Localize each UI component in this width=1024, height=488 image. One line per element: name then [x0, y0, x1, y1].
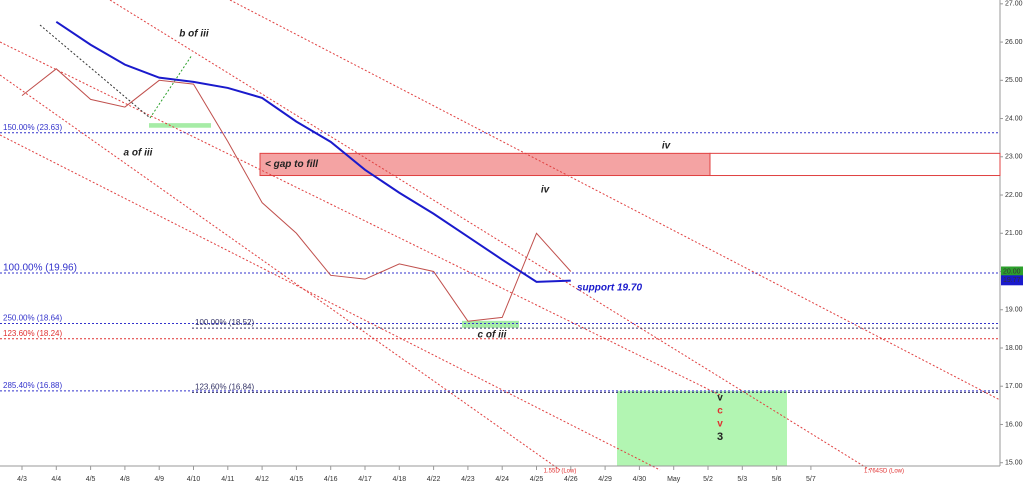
- wave-line: [149, 54, 193, 119]
- annotation: 1.764SD (Low): [864, 469, 904, 475]
- y-tick-label: 21.00: [1005, 230, 1023, 237]
- y-tick-label: 24.00: [1005, 115, 1023, 122]
- x-tick-label: 5/6: [772, 476, 782, 483]
- x-tick-label: 4/17: [358, 476, 372, 483]
- y-tick-label: 16.00: [1005, 421, 1023, 428]
- price-badge-label: 20.00: [1003, 268, 1021, 275]
- y-tick-label: 27.00: [1005, 1, 1023, 8]
- y-tick-label: 26.00: [1005, 39, 1023, 46]
- level-label: 100.00% (18.52): [195, 318, 254, 327]
- x-tick-label: 4/18: [392, 476, 406, 483]
- x-tick-label: 4/23: [461, 476, 475, 483]
- level-label: 250.00% (18.64): [3, 314, 62, 323]
- level-label: 100.00% (19.96): [3, 263, 77, 274]
- moving-average: [55, 20, 571, 283]
- annotation: v: [717, 419, 723, 430]
- level-label: 285.40% (16.88): [3, 381, 62, 390]
- annotation: b of iii: [179, 29, 209, 40]
- y-tick-label: 23.00: [1005, 154, 1023, 161]
- level-label: 123.60% (18.24): [3, 329, 62, 338]
- x-tick-label: 4/25: [530, 476, 544, 483]
- x-tick-label: 4/24: [495, 476, 509, 483]
- zone: [259, 152, 711, 177]
- x-tick-label: 4/5: [86, 476, 96, 483]
- x-tick-label: 4/29: [598, 476, 612, 483]
- annotation: 1.55D (Low): [544, 469, 577, 475]
- annotation: 3: [717, 431, 723, 443]
- annotation: iv: [541, 185, 551, 196]
- wave-line: [39, 24, 151, 119]
- x-tick-label: 4/22: [427, 476, 441, 483]
- level-label: 123.60% (16.84): [195, 382, 254, 391]
- y-tick-label: 17.00: [1005, 383, 1023, 390]
- y-tick-label: 22.00: [1005, 192, 1023, 199]
- price-line: [21, 68, 572, 322]
- x-tick-label: 4/4: [51, 476, 61, 483]
- x-tick-label: 4/8: [120, 476, 130, 483]
- channel-lines: [0, 0, 1001, 471]
- price-badge-label: 19.77: [1003, 277, 1021, 284]
- x-tick-label: 4/26: [564, 476, 578, 483]
- zone-extension: [709, 152, 1001, 177]
- y-tick-label: 19.00: [1005, 307, 1023, 314]
- annotation: c of iii: [478, 330, 507, 341]
- zone: [617, 390, 787, 466]
- x-tick-label: 5/7: [806, 476, 816, 483]
- annotation: support 19.70: [577, 283, 642, 294]
- annotation: iv: [662, 141, 672, 152]
- y-tick-label: 18.00: [1005, 345, 1023, 352]
- x-tick-label: 4/12: [255, 476, 269, 483]
- x-tick-label: 4/11: [221, 476, 234, 483]
- zone-label: < gap to fill: [265, 159, 318, 170]
- price-badge: [1001, 266, 1023, 277]
- annotation: c: [717, 406, 723, 417]
- x-tick-label: May: [667, 476, 681, 483]
- y-tick-label: 25.00: [1005, 77, 1023, 84]
- annotation: a of iii: [124, 148, 153, 159]
- y-tick-label: 15.00: [1005, 460, 1023, 467]
- zone: [462, 320, 519, 328]
- x-tick-label: 4/15: [290, 476, 304, 483]
- x-tick-label: 4/10: [187, 476, 201, 483]
- price-badge: [1001, 275, 1023, 286]
- zone: [149, 123, 211, 128]
- x-tick-label: 4/9: [154, 476, 164, 483]
- x-tick-label: 4/16: [324, 476, 338, 483]
- x-tick-label: 5/2: [703, 476, 713, 483]
- x-tick-label: 4/30: [633, 476, 647, 483]
- x-tick-label: 5/3: [737, 476, 747, 483]
- level-label: 150.00% (23.63): [3, 123, 62, 132]
- annotation: v: [717, 393, 723, 404]
- x-tick-label: 4/3: [17, 476, 27, 483]
